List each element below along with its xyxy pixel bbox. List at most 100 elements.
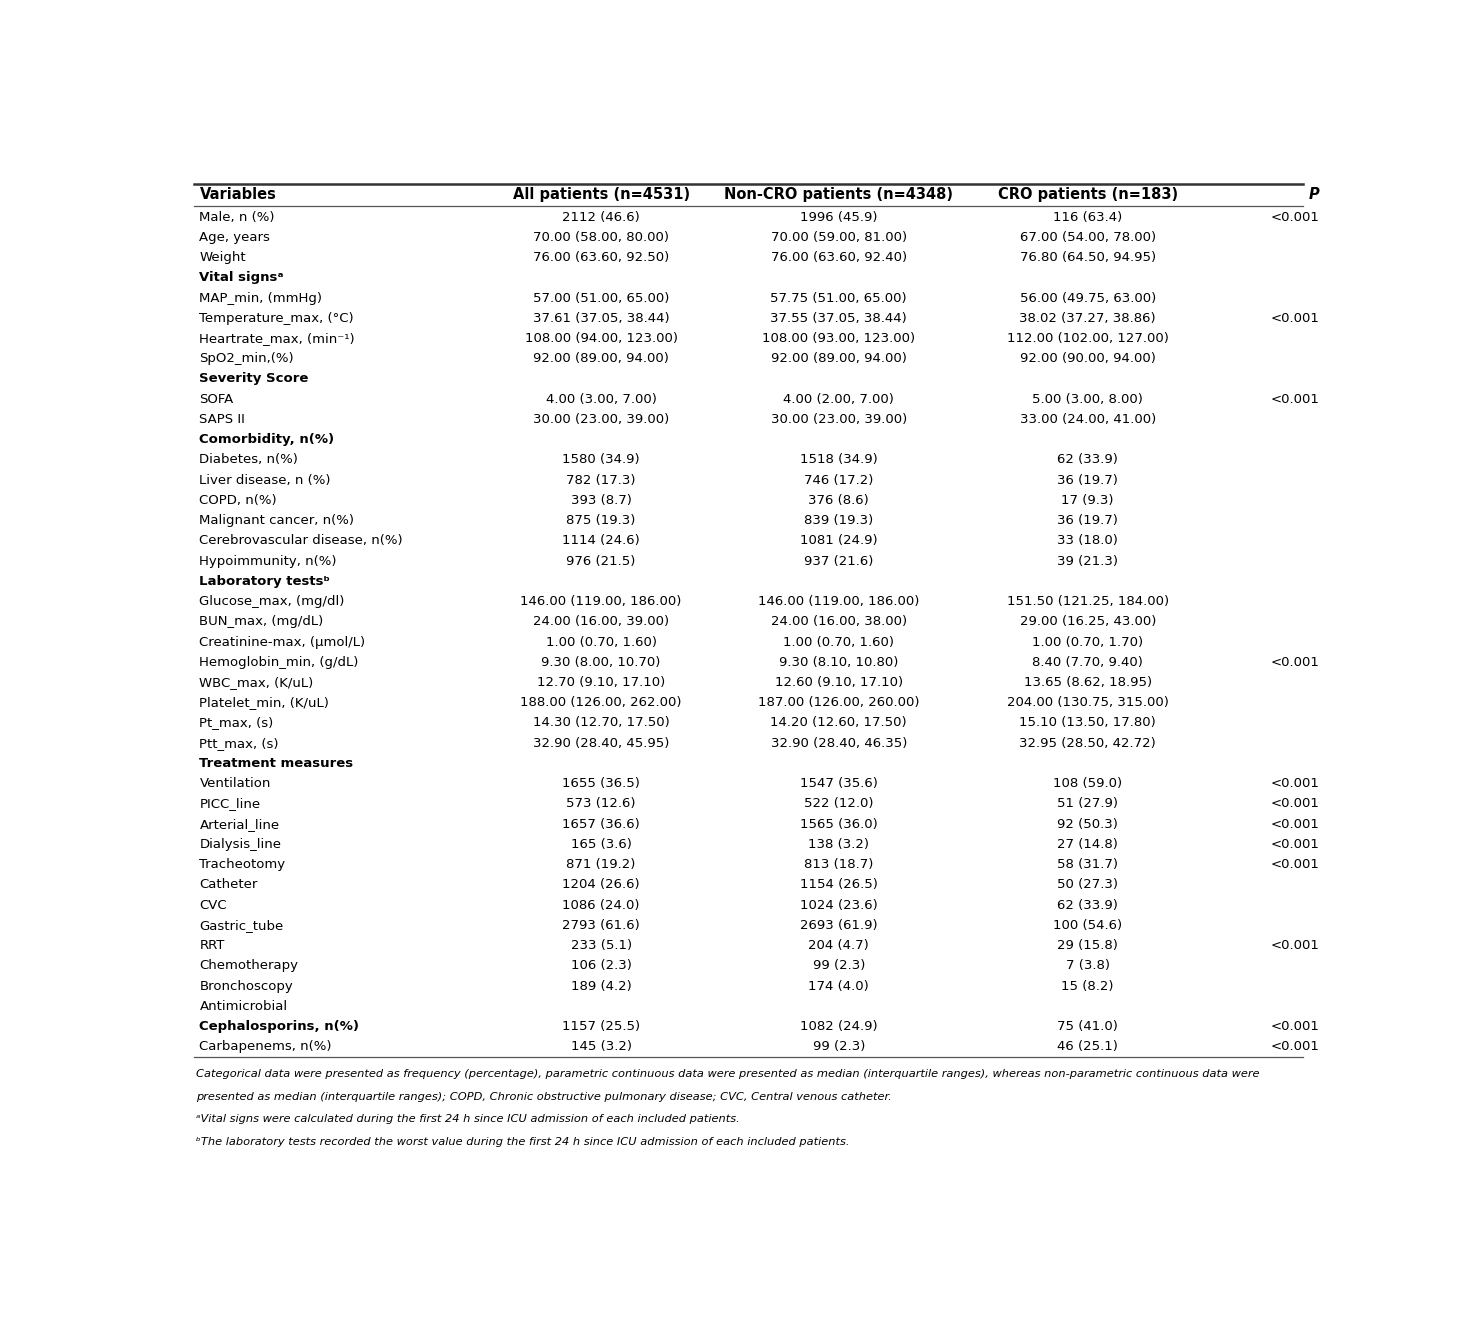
Text: <0.001: <0.001 bbox=[1270, 798, 1320, 811]
Text: 17 (9.3): 17 (9.3) bbox=[1061, 494, 1114, 507]
Text: 146.00 (119.00, 186.00): 146.00 (119.00, 186.00) bbox=[758, 595, 920, 608]
Text: Hemoglobin_min, (g/dL): Hemoglobin_min, (g/dL) bbox=[200, 656, 359, 668]
Text: 165 (3.6): 165 (3.6) bbox=[571, 838, 632, 851]
Text: 106 (2.3): 106 (2.3) bbox=[571, 959, 632, 972]
Text: <0.001: <0.001 bbox=[1270, 312, 1320, 324]
Text: Bronchoscopy: Bronchoscopy bbox=[200, 979, 293, 992]
Text: Comorbidity, n(%): Comorbidity, n(%) bbox=[200, 434, 334, 446]
Text: 1.00 (0.70, 1.70): 1.00 (0.70, 1.70) bbox=[1032, 635, 1143, 648]
Text: 875 (19.3): 875 (19.3) bbox=[566, 514, 637, 527]
Text: Laboratory testsᵇ: Laboratory testsᵇ bbox=[200, 575, 330, 588]
Text: Non-CRO patients (n=4348): Non-CRO patients (n=4348) bbox=[724, 187, 953, 203]
Text: 782 (17.3): 782 (17.3) bbox=[566, 474, 637, 487]
Text: 50 (27.3): 50 (27.3) bbox=[1057, 878, 1118, 891]
Text: ᵃVital signs were calculated during the first 24 h since ICU admission of each i: ᵃVital signs were calculated during the … bbox=[196, 1114, 740, 1125]
Text: Cerebrovascular disease, n(%): Cerebrovascular disease, n(%) bbox=[200, 535, 403, 547]
Text: Tracheotomy: Tracheotomy bbox=[200, 858, 286, 871]
Text: 29.00 (16.25, 43.00): 29.00 (16.25, 43.00) bbox=[1019, 615, 1156, 628]
Text: Catheter: Catheter bbox=[200, 878, 258, 891]
Text: P: P bbox=[1310, 187, 1320, 203]
Text: 15 (8.2): 15 (8.2) bbox=[1061, 979, 1114, 992]
Text: 36 (19.7): 36 (19.7) bbox=[1057, 474, 1118, 487]
Text: presented as median (interquartile ranges); COPD, Chronic obstructive pulmonary : presented as median (interquartile range… bbox=[196, 1091, 892, 1102]
Text: 871 (19.2): 871 (19.2) bbox=[566, 858, 637, 871]
Text: 174 (4.0): 174 (4.0) bbox=[809, 979, 869, 992]
Text: 36 (19.7): 36 (19.7) bbox=[1057, 514, 1118, 527]
Text: Arterial_line: Arterial_line bbox=[200, 818, 280, 831]
Text: 1547 (35.6): 1547 (35.6) bbox=[800, 778, 877, 790]
Text: Glucose_max, (mg/dl): Glucose_max, (mg/dl) bbox=[200, 595, 345, 608]
Text: 56.00 (49.75, 63.00): 56.00 (49.75, 63.00) bbox=[1019, 292, 1156, 304]
Text: <0.001: <0.001 bbox=[1270, 858, 1320, 871]
Text: 76.80 (64.50, 94.95): 76.80 (64.50, 94.95) bbox=[1019, 251, 1156, 264]
Text: Ptt_max, (s): Ptt_max, (s) bbox=[200, 736, 279, 750]
Text: Categorical data were presented as frequency (percentage), parametric continuous: Categorical data were presented as frequ… bbox=[196, 1069, 1260, 1079]
Text: 233 (5.1): 233 (5.1) bbox=[571, 939, 632, 952]
Text: 839 (19.3): 839 (19.3) bbox=[804, 514, 873, 527]
Text: 46 (25.1): 46 (25.1) bbox=[1057, 1041, 1118, 1054]
Text: 70.00 (59.00, 81.00): 70.00 (59.00, 81.00) bbox=[771, 231, 907, 244]
Text: 112.00 (102.00, 127.00): 112.00 (102.00, 127.00) bbox=[1007, 332, 1168, 346]
Text: MAP_min, (mmHg): MAP_min, (mmHg) bbox=[200, 292, 323, 304]
Text: Weight: Weight bbox=[200, 251, 247, 264]
Text: BUN_max, (mg/dL): BUN_max, (mg/dL) bbox=[200, 615, 324, 628]
Text: Variables: Variables bbox=[200, 187, 276, 203]
Text: RRT: RRT bbox=[200, 939, 225, 952]
Text: 522 (12.0): 522 (12.0) bbox=[804, 798, 873, 811]
Text: Severity Score: Severity Score bbox=[200, 372, 310, 386]
Text: Antimicrobial: Antimicrobial bbox=[200, 999, 288, 1013]
Text: Temperature_max, (°C): Temperature_max, (°C) bbox=[200, 312, 355, 324]
Text: 67.00 (54.00, 78.00): 67.00 (54.00, 78.00) bbox=[1019, 231, 1156, 244]
Text: <0.001: <0.001 bbox=[1270, 818, 1320, 831]
Text: 99 (2.3): 99 (2.3) bbox=[813, 959, 864, 972]
Text: 1996 (45.9): 1996 (45.9) bbox=[800, 211, 877, 224]
Text: 1157 (25.5): 1157 (25.5) bbox=[562, 1021, 641, 1033]
Text: 92.00 (90.00, 94.00): 92.00 (90.00, 94.00) bbox=[1019, 352, 1156, 366]
Text: 1086 (24.0): 1086 (24.0) bbox=[562, 899, 639, 911]
Text: 32.90 (28.40, 45.95): 32.90 (28.40, 45.95) bbox=[533, 736, 669, 750]
Text: <0.001: <0.001 bbox=[1270, 656, 1320, 668]
Text: 746 (17.2): 746 (17.2) bbox=[804, 474, 873, 487]
Text: <0.001: <0.001 bbox=[1270, 838, 1320, 851]
Text: 976 (21.5): 976 (21.5) bbox=[566, 555, 637, 567]
Text: Carbapenems, n(%): Carbapenems, n(%) bbox=[200, 1041, 331, 1054]
Text: 37.55 (37.05, 38.44): 37.55 (37.05, 38.44) bbox=[771, 312, 907, 324]
Text: 38.02 (37.27, 38.86): 38.02 (37.27, 38.86) bbox=[1019, 312, 1156, 324]
Text: <0.001: <0.001 bbox=[1270, 392, 1320, 406]
Text: 37.61 (37.05, 38.44): 37.61 (37.05, 38.44) bbox=[533, 312, 670, 324]
Text: 33.00 (24.00, 41.00): 33.00 (24.00, 41.00) bbox=[1019, 414, 1156, 426]
Text: Hypoimmunity, n(%): Hypoimmunity, n(%) bbox=[200, 555, 337, 567]
Text: ᵇThe laboratory tests recorded the worst value during the first 24 h since ICU a: ᵇThe laboratory tests recorded the worst… bbox=[196, 1137, 850, 1147]
Text: 1114 (24.6): 1114 (24.6) bbox=[562, 535, 639, 547]
Text: 1082 (24.9): 1082 (24.9) bbox=[800, 1021, 877, 1033]
Text: 9.30 (8.10, 10.80): 9.30 (8.10, 10.80) bbox=[780, 656, 898, 668]
Text: <0.001: <0.001 bbox=[1270, 778, 1320, 790]
Text: 1580 (34.9): 1580 (34.9) bbox=[562, 454, 639, 467]
Text: 204 (4.7): 204 (4.7) bbox=[809, 939, 869, 952]
Text: 29 (15.8): 29 (15.8) bbox=[1057, 939, 1118, 952]
Text: <0.001: <0.001 bbox=[1270, 1021, 1320, 1033]
Text: CVC: CVC bbox=[200, 899, 228, 911]
Text: 12.70 (9.10, 17.10): 12.70 (9.10, 17.10) bbox=[537, 676, 666, 688]
Text: 376 (8.6): 376 (8.6) bbox=[809, 494, 869, 507]
Text: Creatinine-max, (μmol/L): Creatinine-max, (μmol/L) bbox=[200, 635, 365, 648]
Text: 138 (3.2): 138 (3.2) bbox=[809, 838, 869, 851]
Text: COPD, n(%): COPD, n(%) bbox=[200, 494, 277, 507]
Text: 1154 (26.5): 1154 (26.5) bbox=[800, 878, 877, 891]
Text: 108.00 (93.00, 123.00): 108.00 (93.00, 123.00) bbox=[762, 332, 915, 346]
Text: 100 (54.6): 100 (54.6) bbox=[1053, 919, 1123, 932]
Text: 2793 (61.6): 2793 (61.6) bbox=[562, 919, 639, 932]
Text: 146.00 (119.00, 186.00): 146.00 (119.00, 186.00) bbox=[520, 595, 682, 608]
Text: 1565 (36.0): 1565 (36.0) bbox=[800, 818, 877, 831]
Text: Chemotherapy: Chemotherapy bbox=[200, 959, 298, 972]
Text: 4.00 (2.00, 7.00): 4.00 (2.00, 7.00) bbox=[784, 392, 894, 406]
Text: 204.00 (130.75, 315.00): 204.00 (130.75, 315.00) bbox=[1007, 696, 1168, 710]
Text: 116 (63.4): 116 (63.4) bbox=[1053, 211, 1123, 224]
Text: WBC_max, (K/uL): WBC_max, (K/uL) bbox=[200, 676, 314, 688]
Text: 151.50 (121.25, 184.00): 151.50 (121.25, 184.00) bbox=[1006, 595, 1169, 608]
Text: 92.00 (89.00, 94.00): 92.00 (89.00, 94.00) bbox=[533, 352, 669, 366]
Text: PICC_line: PICC_line bbox=[200, 798, 260, 811]
Text: 573 (12.6): 573 (12.6) bbox=[566, 798, 637, 811]
Text: 1024 (23.6): 1024 (23.6) bbox=[800, 899, 877, 911]
Text: 92.00 (89.00, 94.00): 92.00 (89.00, 94.00) bbox=[771, 352, 907, 366]
